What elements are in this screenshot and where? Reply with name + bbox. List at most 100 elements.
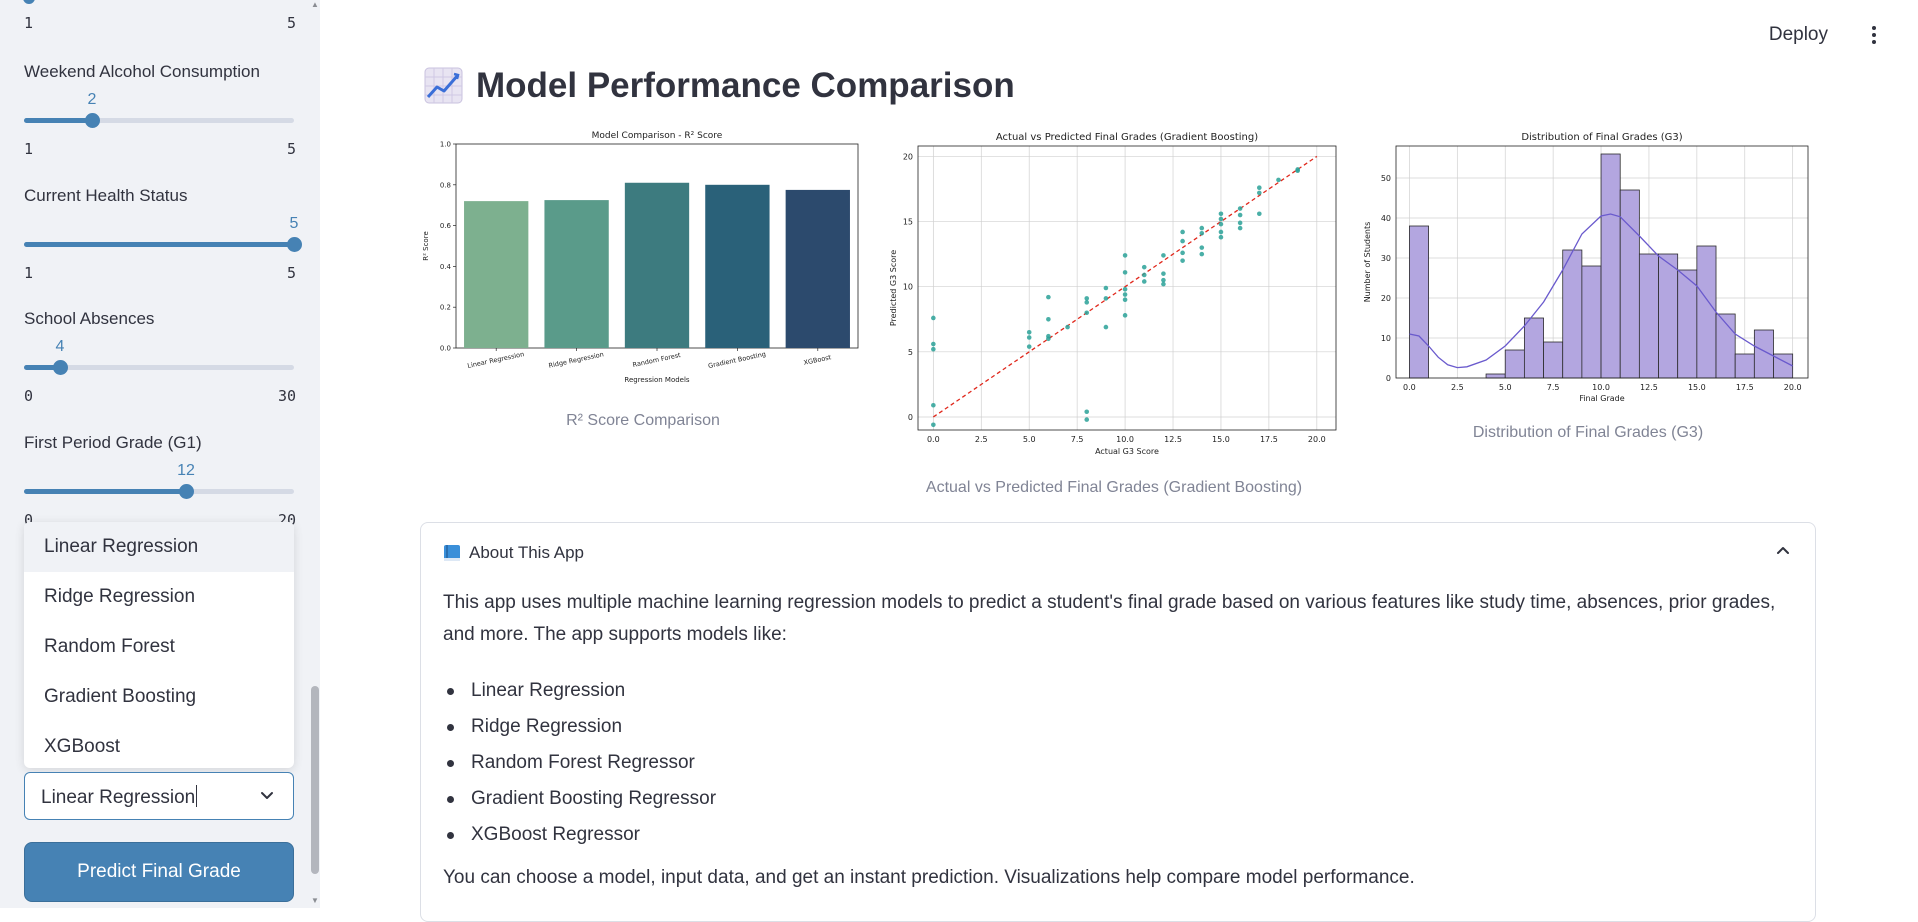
y-tick-label: 10 [1381, 334, 1391, 343]
slider-track[interactable]: 2 [24, 91, 294, 128]
slider-thumb[interactable] [179, 484, 194, 499]
x-tick-label: 12.5 [1164, 435, 1182, 444]
y-tick-label: 40 [1381, 214, 1391, 223]
y-tick-label: 5 [908, 348, 913, 357]
r2-bar-chart-svg: Model Comparison - R² Score 0.0 0.2 0.4 0.6 0… [422, 131, 859, 384]
y-tick-label: 1.0 [440, 141, 451, 149]
scatter-point [1180, 250, 1185, 256]
slider-track[interactable]: 5 [24, 215, 302, 252]
scatter-point [1257, 190, 1262, 196]
slider-value: 4 [55, 338, 65, 355]
slider-thumb[interactable] [23, 0, 35, 4]
actual-vs-predicted-svg: Actual vs Predicted Final Grades (Gradie… [889, 132, 1337, 456]
scatter-point [1046, 294, 1051, 300]
model-select[interactable]: Linear Regression [24, 772, 294, 820]
scrollbar-thumb[interactable] [311, 686, 319, 874]
about-expander-header[interactable]: About This App [469, 543, 584, 562]
sidebar: 1 5 Weekend Alcohol Consumption 2 1 5 Cu… [0, 0, 320, 908]
chart-title: Actual vs Predicted Final Grades (Gradie… [996, 132, 1258, 143]
scatter-point [1103, 324, 1109, 330]
scatter-point [1084, 300, 1090, 305]
slider-label: School Absences [24, 309, 155, 328]
chevron-down-icon[interactable] [259, 787, 275, 803]
scatter-point [1046, 336, 1051, 342]
x-tick-label: 15.0 [1212, 435, 1230, 444]
scatter-point [1084, 409, 1090, 415]
slider-thumb[interactable] [287, 237, 302, 252]
menu-option-gradient-boosting[interactable]: Gradient Boosting [44, 686, 197, 707]
x-tick-label: XGBoost [803, 353, 832, 367]
slider-max: 5 [286, 264, 296, 282]
scatter-chart-caption: Actual vs Predicted Final Grades (Gradie… [925, 479, 1303, 496]
scatter-point [1161, 277, 1166, 283]
slider-thumb[interactable] [85, 113, 100, 128]
list-item: Linear Regression [446, 673, 716, 709]
reference-line [932, 155, 1318, 418]
slider-weekend-alcohol[interactable]: Weekend Alcohol Consumption 2 1 5 [24, 62, 296, 162]
slider-previous[interactable]: 1 5 [23, 0, 296, 32]
slider-value: 12 [177, 462, 195, 479]
scatter-point [1199, 245, 1205, 250]
y-tick-label: 30 [1381, 254, 1391, 263]
plot-frame [1395, 145, 1809, 379]
y-tick-label: 50 [1381, 174, 1391, 183]
x-tick-label: 15.0 [1688, 383, 1706, 392]
sidebar-scrollbar[interactable]: ▲ ▼ [310, 0, 320, 908]
y-tick-label: 0 [908, 413, 913, 422]
about-outro-text: You can choose a model, input data, and … [443, 867, 1415, 888]
menu-option-ridge-regression[interactable]: Ridge Regression [44, 586, 196, 607]
scatter-point [1218, 211, 1224, 217]
x-tick-label: 0.0 [927, 435, 940, 444]
scatter-point [1122, 287, 1128, 292]
slider-school-absences[interactable]: School Absences 4 0 30 [24, 309, 296, 409]
scatter-point [931, 346, 936, 352]
slider-min: 1 [24, 264, 34, 282]
slider-health-status[interactable]: Current Health Status 5 1 5 [24, 186, 302, 286]
scatter-point [1026, 335, 1032, 340]
slider-max: 5 [286, 140, 296, 158]
menu-option-xgboost[interactable]: XGBoost [44, 736, 121, 757]
x-tick-label: 5.0 [1023, 435, 1036, 444]
slider-track[interactable]: 12 [24, 462, 294, 499]
x-tick-label: 0.0 [1403, 383, 1416, 392]
chart-title: Distribution of Final Grades (G3) [1521, 132, 1682, 143]
slider-first-period-grade[interactable]: First Period Grade (G1) 12 0 20 [24, 433, 296, 533]
chart-increasing-icon [424, 67, 463, 104]
model-select-value[interactable]: Linear Regression [41, 785, 198, 808]
model-dropdown-menu: Linear Regression Ridge Regression Rando… [24, 522, 294, 768]
histogram-bin [1619, 189, 1640, 379]
x-tick-label: 17.5 [1260, 435, 1278, 444]
scatter-point [1237, 225, 1243, 231]
x-tick-label: 5.0 [1499, 383, 1512, 392]
predict-final-grade-button[interactable]: Predict Final Grade [24, 842, 294, 902]
menu-option-linear-regression[interactable]: Linear Regression [24, 522, 294, 572]
scroll-down-arrow-icon[interactable]: ▼ [311, 896, 319, 905]
scatter-point [1180, 238, 1185, 244]
bar [464, 201, 529, 348]
x-tick-label: 10.0 [1116, 435, 1134, 444]
chevron-up-icon[interactable] [1775, 543, 1791, 559]
x-tick-label: 7.5 [1547, 383, 1560, 392]
menu-option-random-forest[interactable]: Random Forest [44, 636, 175, 657]
histogram-bin [1677, 269, 1698, 379]
x-tick-label: Linear Regression [467, 350, 525, 370]
slider-max: 5 [286, 14, 296, 32]
scatter-point [1218, 229, 1224, 235]
kebab-menu-icon[interactable] [1864, 24, 1884, 46]
scatter-point [1084, 310, 1090, 316]
kde-curve [1409, 213, 1794, 369]
deploy-button[interactable]: Deploy [1768, 24, 1828, 45]
scatter-point [1141, 272, 1147, 278]
y-axis-label: Number of Students [1363, 222, 1372, 303]
scatter-point [1180, 258, 1185, 263]
x-axis-label: Regression Models [624, 376, 690, 384]
slider-fill [24, 365, 60, 370]
histogram-bin [1638, 253, 1659, 379]
scroll-up-arrow-icon[interactable]: ▲ [311, 0, 319, 9]
hist-chart-caption: Distribution of Final Grades (G3) [1472, 424, 1704, 441]
scatter-point [1180, 229, 1185, 235]
slider-track[interactable]: 4 [24, 338, 294, 375]
y-tick-label: 0.4 [440, 263, 452, 271]
x-tick-label: 10.0 [1592, 383, 1610, 392]
slider-thumb[interactable] [53, 360, 68, 375]
